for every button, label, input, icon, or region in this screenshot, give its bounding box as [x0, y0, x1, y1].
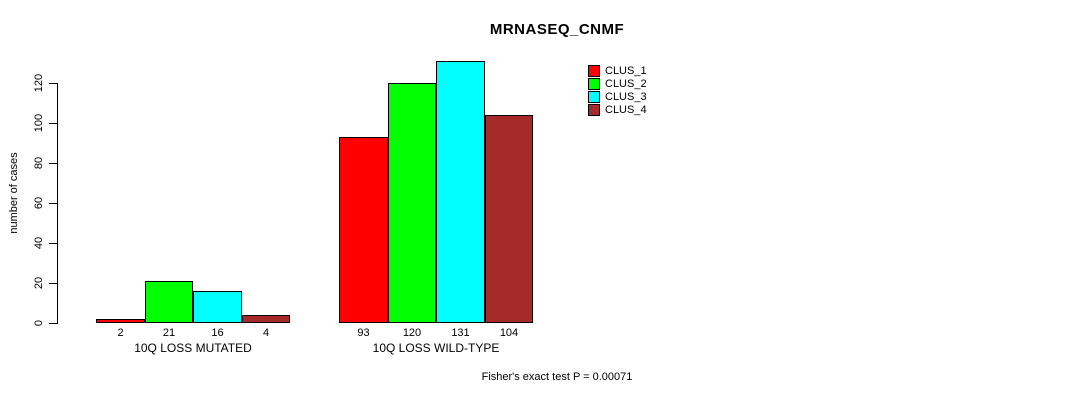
- y-tick-mark: [49, 323, 57, 324]
- y-tick-label: 120: [33, 73, 45, 93]
- y-tick-mark: [49, 243, 57, 244]
- legend-label-clus_4: CLUS_4: [605, 104, 647, 116]
- bar-value-label: 120: [402, 327, 422, 339]
- bar-clus_1-1: [96, 319, 145, 323]
- y-tick-mark: [49, 83, 57, 84]
- y-tick-mark: [49, 123, 57, 124]
- legend-swatch-clus_2: [588, 78, 600, 90]
- bar-clus_4-1: [242, 315, 290, 323]
- legend-swatch-clus_1: [588, 65, 600, 77]
- y-axis-line: [57, 83, 58, 324]
- fisher-test-annotation: Fisher's exact test P = 0.00071: [481, 371, 633, 383]
- y-tick-mark: [49, 283, 57, 284]
- y-axis-label: number of cases: [8, 152, 20, 234]
- legend-swatch-clus_3: [588, 91, 600, 103]
- legend-label-clus_1: CLUS_1: [605, 65, 647, 77]
- category-label: 10Q LOSS MUTATED: [134, 341, 252, 355]
- bar-value-label: 16: [211, 327, 224, 339]
- bar-value-label: 2: [117, 327, 124, 339]
- chart-title: MRNASEQ_CNMF: [489, 21, 625, 38]
- bar-clus_3-1: [193, 291, 242, 323]
- bar-value-label: 93: [357, 327, 370, 339]
- bar-value-label: 4: [262, 327, 270, 339]
- legend-swatch-clus_4: [588, 104, 600, 116]
- bar-clus_4-2: [485, 115, 533, 323]
- bar-value-label: 131: [451, 327, 470, 339]
- legend-label-clus_2: CLUS_2: [605, 78, 647, 90]
- legend-label-clus_3: CLUS_3: [605, 91, 647, 103]
- y-tick-mark: [49, 163, 57, 164]
- bar-value-label: 104: [499, 327, 519, 339]
- y-tick-mark: [49, 203, 57, 204]
- bar-value-label: 21: [162, 327, 176, 339]
- bar-clus_2-2: [388, 83, 436, 323]
- bar-clus_3-2: [436, 61, 485, 323]
- bar-clus_1-2: [339, 137, 388, 323]
- bar-clus_2-1: [145, 281, 193, 323]
- category-label: 10Q LOSS WILD-TYPE: [372, 341, 500, 355]
